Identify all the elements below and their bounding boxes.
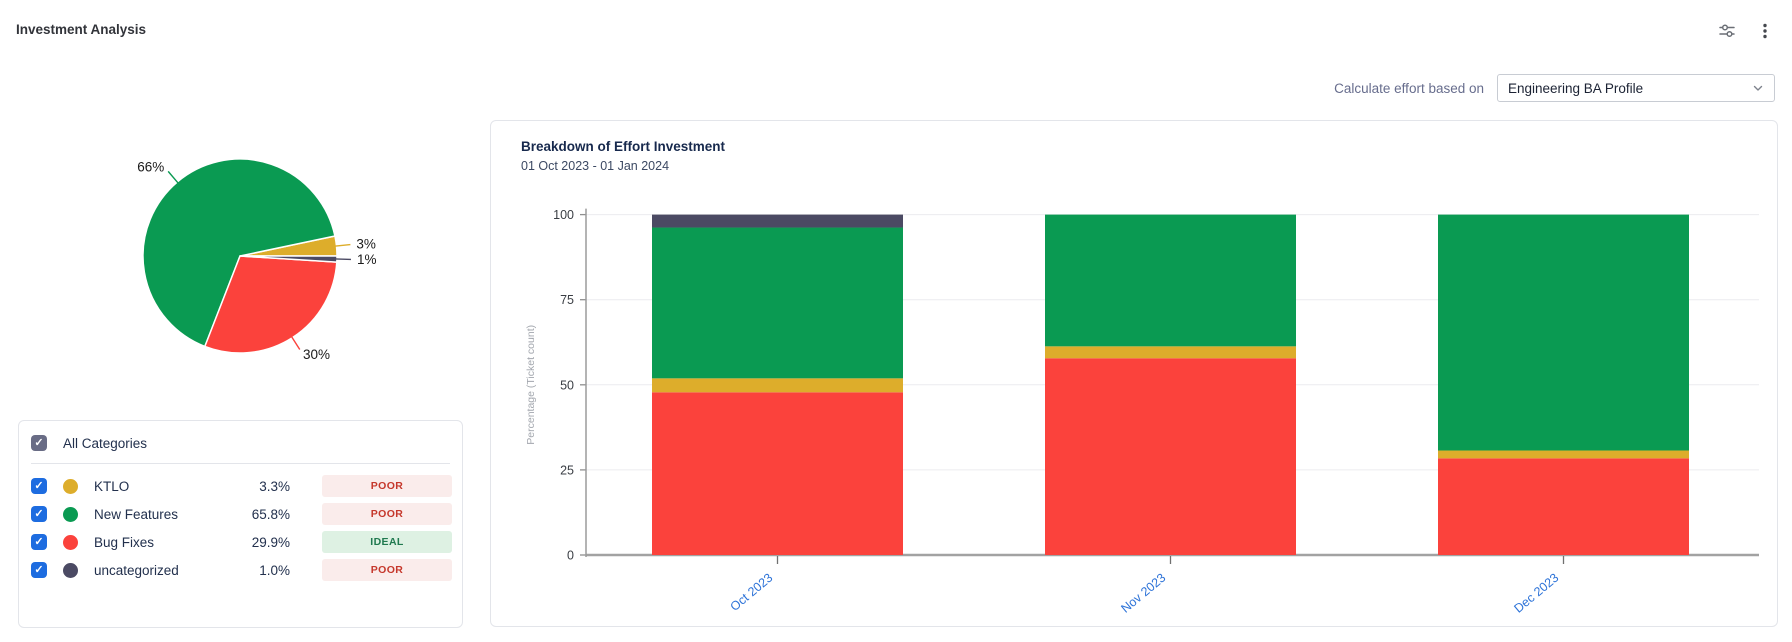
y-axis-title: Percentage (Ticket count) <box>525 325 537 445</box>
category-status-badge: IDEAL <box>322 531 452 553</box>
sliders-filter-icon[interactable] <box>1716 20 1738 42</box>
kebab-menu-icon[interactable] <box>1754 20 1776 42</box>
profile-select-value: Engineering BA Profile <box>1508 80 1644 96</box>
category-label: uncategorized <box>94 562 179 578</box>
y-tick-label: 75 <box>560 293 574 307</box>
bar-chart-svg: 0 25 50 75 100 Oct 2023 Nov 2023 Dec 2023 Percen… <box>525 208 1759 616</box>
chart-title: Breakdown of Effort Investment <box>521 139 726 154</box>
pie-label-line <box>334 258 351 261</box>
x-tick-label: Oct 2023 <box>728 571 776 614</box>
chevron-down-icon <box>1753 85 1763 91</box>
category-percent: 65.8% <box>251 506 290 522</box>
category-row: ✓ uncategorized 1.0% POOR <box>19 556 462 584</box>
category-row: ✓ KTLO 3.3% POOR <box>19 472 462 500</box>
pie-slice-label: 3% <box>356 236 376 251</box>
category-color-dot <box>63 478 78 494</box>
y-tick-label: 25 <box>560 463 574 477</box>
bar-segment-ktlo[interactable] <box>1438 450 1689 459</box>
y-tick-label: 0 <box>567 549 574 563</box>
page-title: Investment Analysis <box>16 22 147 37</box>
category-row: ✓ Bug Fixes 29.9% IDEAL <box>19 528 462 556</box>
all-categories-label: All Categories <box>63 435 148 451</box>
y-tick-label: 100 <box>553 208 574 222</box>
category-list: ✓ KTLO 3.3% POOR ✓ New Features 65.8% POOR ✓ Bug … <box>19 464 462 584</box>
category-checkbox[interactable]: ✓ <box>31 478 47 494</box>
y-tick-label: 50 <box>560 378 574 392</box>
investment-pie-chart: 3% 66% 30% 1% <box>100 130 430 380</box>
bar-segment-bug-fixes[interactable] <box>1045 358 1296 555</box>
stacked-bar-chart: 0 25 50 75 100 Oct 2023 Nov 2023 Dec 2023 Percen… <box>511 181 1771 626</box>
calculate-effort-label: Calculate effort based on <box>1334 80 1484 96</box>
pie-label-line <box>167 170 180 185</box>
category-checkbox[interactable]: ✓ <box>31 562 47 578</box>
category-color-dot <box>63 534 78 550</box>
toolbar <box>1716 20 1776 42</box>
category-status-badge: POOR <box>322 503 452 525</box>
category-color-dot <box>63 562 78 578</box>
x-tick-label: Nov 2023 <box>1118 571 1168 616</box>
category-row: ✓ New Features 65.8% POOR <box>19 500 462 528</box>
profile-select[interactable]: Engineering BA Profile <box>1497 74 1775 102</box>
pie-slice-label: 1% <box>357 252 377 267</box>
category-checkbox[interactable]: ✓ <box>31 506 47 522</box>
category-percent: 29.9% <box>251 534 290 550</box>
category-percent: 1.0% <box>259 562 290 578</box>
category-status-badge: POOR <box>322 559 452 581</box>
bar-segment-ktlo[interactable] <box>652 378 903 393</box>
pie-slice-label: 30% <box>303 347 330 362</box>
category-label: New Features <box>94 506 179 522</box>
all-categories-row: ✓ All Categories <box>19 421 462 463</box>
bar-segment-ktlo[interactable] <box>1045 346 1296 359</box>
category-label: KTLO <box>94 478 130 494</box>
category-status-badge: POOR <box>322 475 452 497</box>
category-checkbox[interactable]: ✓ <box>31 534 47 550</box>
bar-segment-uncategorized[interactable] <box>652 214 903 228</box>
divider <box>31 463 450 464</box>
effort-breakdown-card: Breakdown of Effort Investment 01 Oct 20… <box>490 120 1778 627</box>
bar-segment-new-features[interactable] <box>652 227 903 379</box>
pie-label-line <box>334 243 351 247</box>
category-percent: 3.3% <box>259 478 290 494</box>
bar-segment-new-features[interactable] <box>1045 214 1296 347</box>
chart-subtitle: 01 Oct 2023 - 01 Jan 2024 <box>521 159 670 173</box>
pie-slice-label: 66% <box>137 159 164 174</box>
pie-chart-svg: 3% 66% 30% 1% <box>137 158 377 362</box>
bar-segment-bug-fixes[interactable] <box>1438 458 1689 555</box>
bar-segment-new-features[interactable] <box>1438 214 1689 451</box>
pie-label-line <box>290 335 301 350</box>
category-label: Bug Fixes <box>94 534 155 550</box>
category-color-dot <box>63 506 78 522</box>
bar-segment-bug-fixes[interactable] <box>652 392 903 555</box>
all-categories-checkbox[interactable]: ✓ <box>31 435 47 451</box>
effort-controls: Calculate effort based on Engineering BA… <box>1334 74 1775 102</box>
categories-panel: ✓ All Categories ✓ KTLO 3.3% POOR ✓ New Featu… <box>18 420 463 628</box>
x-tick-label: Dec 2023 <box>1511 571 1561 616</box>
